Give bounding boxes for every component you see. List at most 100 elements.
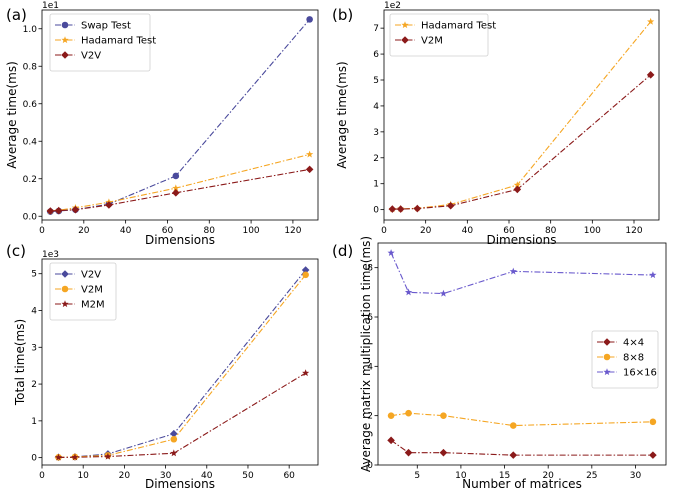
y-axis-label: Average time(ms): [5, 61, 19, 169]
data-point: [54, 206, 63, 215]
data-point: [172, 184, 180, 192]
data-point: [439, 289, 448, 297]
legend-marker: [401, 21, 409, 29]
legend-label: Hadamard Test: [81, 36, 156, 47]
y-tick-label: 3: [373, 128, 379, 138]
y-tick-label: 0.2: [23, 175, 37, 185]
legend: V2V V2M M2M: [49, 262, 117, 321]
data-point: [302, 369, 310, 377]
panel-label: (b): [332, 6, 353, 24]
legend-label: V2M: [81, 285, 103, 296]
y-axis-label: Average matrix multiplication time(ms): [359, 236, 373, 472]
data-point: [104, 452, 112, 460]
legend-label: M2M: [81, 300, 105, 311]
legend: Swap Test Hadamard Test V2V: [49, 13, 156, 72]
x-tick-label: 20: [119, 471, 131, 481]
y-tick-label: 0.6: [23, 100, 38, 110]
data-point: [387, 436, 395, 445]
x-tick-label: 10: [77, 471, 89, 481]
data-point: [172, 189, 180, 197]
y-tick-label: 6: [367, 313, 373, 323]
x-tick-label: 5: [414, 471, 420, 481]
data-point: [302, 271, 309, 279]
data-point: [306, 150, 314, 158]
data-point: [405, 409, 412, 417]
data-point: [170, 435, 178, 443]
series-M2M: [54, 369, 310, 461]
y-tick-label: 2: [373, 154, 379, 164]
data-point: [646, 71, 655, 79]
x-tick-label: 20: [78, 226, 90, 236]
data-point: [513, 181, 521, 189]
x-tick-label: 100: [584, 226, 601, 236]
x-tick-label: 60: [503, 226, 515, 236]
legend-marker: [61, 270, 69, 278]
data-point: [446, 201, 455, 210]
y-tick-label: 4: [31, 307, 37, 317]
data-point: [647, 17, 655, 25]
series-line: [58, 372, 306, 459]
series-line: [392, 21, 652, 210]
series-line: [50, 168, 310, 212]
y-tick-label: 0: [31, 454, 37, 464]
series-16×16: [387, 249, 657, 297]
y-tick-label: 5: [31, 270, 37, 280]
y-tick-label: 2: [367, 412, 373, 422]
data-point: [172, 172, 180, 180]
y-tick-label: 6: [373, 50, 379, 60]
x-tick-label: 120: [284, 226, 301, 236]
series-Hadamard Test: [46, 150, 314, 215]
axis-multiplier: 1e2: [384, 1, 401, 11]
legend-marker: [603, 353, 611, 361]
y-tick-label: 0.0: [23, 212, 38, 222]
data-point: [396, 205, 405, 213]
data-point: [387, 249, 395, 256]
x-tick-label: 40: [462, 226, 474, 236]
legend-box: [49, 13, 151, 72]
data-point: [649, 271, 657, 279]
y-tick-label: 7: [373, 24, 379, 34]
x-axis-label: Dimensions: [145, 233, 215, 247]
panel-b: (b) 1e2 0 20 40 60 80 100 120 0 1 2 3 4 5 6 7 Dimensions A…: [332, 1, 660, 247]
data-point: [71, 205, 80, 214]
x-tick-label: 30: [160, 471, 172, 481]
data-point: [404, 448, 413, 457]
series-line: [391, 412, 653, 427]
data-point: [301, 266, 310, 274]
legend-label: 8×8: [623, 353, 644, 364]
x-tick-label: 25: [586, 471, 597, 481]
panel-c: (c) 1e3 0 10 20 30 40 50 60 0 1 2 3 4 5 Dimensions Total…: [6, 242, 319, 491]
axis-multiplier: 1e1: [42, 1, 59, 11]
data-point: [306, 16, 313, 23]
y-tick-label: 1.0: [23, 25, 38, 35]
y-axis-label: Average time(ms): [335, 61, 349, 169]
y-tick-label: 3: [31, 343, 37, 353]
x-tick-label: 10: [455, 471, 467, 481]
series-V2M: [388, 71, 655, 213]
legend-label: V2V: [81, 270, 101, 281]
series-4×4: [387, 436, 657, 459]
data-point: [105, 201, 113, 209]
data-point: [71, 453, 79, 461]
y-axis-label: Total time(ms): [13, 319, 27, 406]
series-line: [390, 252, 653, 295]
axes-frame: [383, 9, 660, 221]
legend-marker: [401, 36, 409, 44]
legend-label: Hadamard Test: [421, 21, 496, 32]
x-tick-label: 15: [499, 471, 510, 481]
series-line: [50, 19, 311, 213]
x-tick-label: 80: [545, 226, 557, 236]
x-tick-label: 80: [204, 226, 216, 236]
panel-d: (d) 5 10 15 20 25 30 0 2 4 6 8 Number of matrices Ave…: [332, 236, 667, 491]
data-point: [509, 451, 518, 459]
y-tick-label: 0.4: [23, 137, 38, 147]
data-point: [649, 418, 657, 426]
x-tick-label: 0: [39, 471, 45, 481]
y-tick-label: 0.8: [23, 62, 38, 72]
data-point: [170, 429, 178, 438]
x-axis-label: Dimensions: [486, 233, 556, 247]
legend-marker: [61, 300, 69, 308]
legend-label: 16×16: [623, 368, 657, 379]
